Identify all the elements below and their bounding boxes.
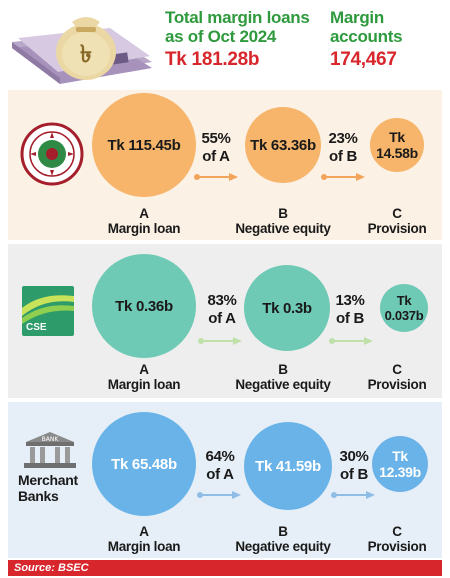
taka-symbol: ৳ <box>80 40 92 68</box>
dse-value-c: Tk 14.58b <box>376 129 418 161</box>
mb-value-b: Tk 41.59b <box>255 457 321 475</box>
total-title-line1: Total margin loans <box>165 8 310 27</box>
cse-circle-b: Tk 0.3b <box>244 265 330 351</box>
cse-label-b: B Negative equity <box>235 362 331 392</box>
dse-label-b: B Negative equity <box>235 206 331 236</box>
cse-panel: CSE Tk 0.36b 83% of A Tk 0.3b 13% of B Tk … <box>8 244 442 398</box>
dse-circle-b: Tk 63.36b <box>245 107 321 183</box>
cse-value-a: Tk 0.36b <box>115 297 173 315</box>
accounts-title-line2: accounts <box>330 27 403 46</box>
mb-circle-a: Tk 65.48b <box>92 412 196 516</box>
dse-arrow-ab <box>194 173 238 181</box>
bag-icon <box>56 17 116 80</box>
mb-label-a: A Margin loan <box>107 524 181 554</box>
dse-label-c: C Provision <box>367 206 427 236</box>
mb-label-c: C Provision <box>367 524 427 554</box>
money-bag-icon: ৳ <box>12 17 152 84</box>
dse-circle-a: Tk 115.45b <box>92 93 196 197</box>
cse-arrow-ab <box>198 337 242 345</box>
mb-value-a: Tk 65.48b <box>111 455 177 473</box>
dse-label-a: A Margin loan <box>107 206 181 236</box>
dse-circle-c: Tk 14.58b <box>370 118 424 172</box>
cse-label-a: A Margin loan <box>107 362 181 392</box>
dse-ratio-ba: 55% of A <box>201 130 231 165</box>
cse-logo-text: CSE <box>26 322 47 333</box>
cse-value-b: Tk 0.3b <box>262 299 312 317</box>
cse-arrow-bc <box>329 337 373 345</box>
mb-label-b: B Negative equity <box>235 524 331 554</box>
merchant-banks-panel: BANK Merchant Banks Tk 65.48b 64% of A Tk … <box>8 402 442 558</box>
cse-value-c: Tk 0.037b <box>384 293 424 323</box>
merchant-banks-logo-text: Merchant Banks <box>18 472 78 504</box>
mb-circle-c: Tk 12.39b <box>372 436 428 492</box>
mb-ratio-cb: 30% of B <box>339 448 369 483</box>
cse-circle-c: Tk 0.037b <box>380 284 428 332</box>
mb-value-c: Tk 12.39b <box>379 448 421 480</box>
source-note: Source: BSEC <box>8 560 442 576</box>
mb-arrow-ab <box>197 491 241 499</box>
cse-ratio-ba: 83% of A <box>207 292 237 327</box>
dse-ratio-cb: 23% of B <box>328 130 358 165</box>
cse-label-c: C Provision <box>367 362 427 392</box>
dse-panel: Tk 115.45b 55% of A Tk 63.36b 23% of B Tk … <box>8 90 442 240</box>
bank-icon-text: BANK <box>42 436 60 443</box>
bank-building-icon: BANK <box>24 432 76 468</box>
mb-arrow-bc <box>331 491 375 499</box>
cse-ratio-cb: 13% of B <box>335 292 365 327</box>
mb-circle-b: Tk 41.59b <box>244 422 332 510</box>
cse-circle-a: Tk 0.36b <box>92 254 196 358</box>
dse-value-a: Tk 115.45b <box>107 136 181 154</box>
dse-value-b: Tk 63.36b <box>250 136 316 154</box>
total-title-line2: as of Oct 2024 <box>165 27 277 46</box>
dse-arrow-bc <box>321 173 365 181</box>
accounts-title-line1: Margin <box>330 8 384 27</box>
cse-logo-icon: CSE <box>22 286 74 336</box>
mb-ratio-ba: 64% of A <box>205 448 235 483</box>
header: ৳ Total margin loans as of Oct 2024 Tk 1… <box>0 0 450 88</box>
total-value: Tk 181.28b <box>165 49 260 70</box>
accounts-value: 174,467 <box>330 49 397 70</box>
dse-logo-icon <box>20 122 84 186</box>
